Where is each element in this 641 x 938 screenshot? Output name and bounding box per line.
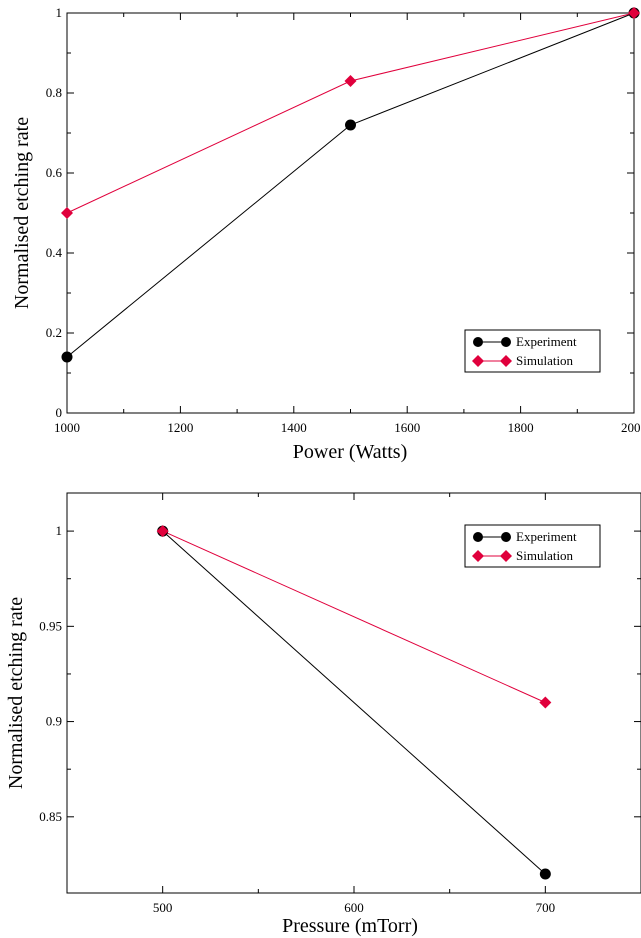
y-axis-title: Normalised etching rate [11,117,33,309]
series-line-simulation [162,530,546,703]
y-tick-label: 0.85 [39,809,62,824]
y-tick-label: 0.2 [46,325,62,340]
plot-area [156,525,552,880]
data-point-experiment [61,351,73,363]
x-tick-label: 1000 [54,420,80,435]
y-tick-label: 0 [56,405,63,420]
legend-marker-experiment [473,532,483,542]
data-point-simulation [156,525,169,538]
legend-marker-simulation [472,355,484,367]
x-tick-label: 500 [153,900,173,915]
data-point-experiment [345,119,356,131]
legend-label-experiment: Experiment [516,529,577,544]
legend-marker-experiment [501,532,511,542]
legend-marker-experiment [501,337,511,347]
legend-marker-simulation [500,355,512,367]
y-tick-label: 1 [56,5,63,20]
y-axis: 0.85 0.9 0.95 1 [39,523,641,824]
y-axis: 0 0.2 0.4 0.6 0.8 1 [46,5,634,420]
x-tick-label: 1800 [508,420,534,435]
data-point-simulation [539,696,552,709]
legend-box [464,329,601,373]
x-axis-title: Pressure (mTorr) [282,915,418,937]
legend-label-simulation: Simulation [516,353,574,368]
x-tick-label: 1200 [167,420,193,435]
data-point-simulation [344,75,357,87]
plot-area [61,7,640,363]
x-tick-label: 1600 [394,420,420,435]
y-tick-label: 0.6 [46,165,63,180]
y-tick-label: 0.8 [46,85,62,100]
legend-label-simulation: Simulation [516,548,574,563]
legend-label-experiment: Experiment [516,334,577,349]
data-point-simulation [628,7,640,19]
x-tick-label: 600 [344,900,364,915]
y-axis-title: Normalised etching rate [5,597,27,789]
legend-marker-experiment [473,337,483,347]
data-point-experiment [539,868,551,880]
y-tick-label: 0.9 [46,714,62,729]
legend-marker-simulation [500,550,512,562]
series-line-simulation [66,12,635,214]
x-tick-label: 700 [536,900,556,915]
y-tick-label: 1 [56,523,63,538]
legend-box [464,524,601,568]
y-tick-label: 0.4 [46,245,63,260]
series-line-experiment [162,530,546,875]
y-tick-label: 0.95 [39,618,62,633]
x-axis-title: Power (Watts) [293,441,407,463]
chart-pressure: 500 600 700 0.850.90.951 Pressure (mTorr) … [5,492,641,937]
x-axis: 500 600 700 [153,493,555,915]
legend: Experiment Simulation [464,524,601,568]
legend: Experiment Simulation [464,329,601,373]
data-point-simulation [61,207,73,219]
x-tick-label: 1400 [281,420,307,435]
series-line-experiment [66,12,635,358]
legend-marker-simulation [472,550,484,562]
